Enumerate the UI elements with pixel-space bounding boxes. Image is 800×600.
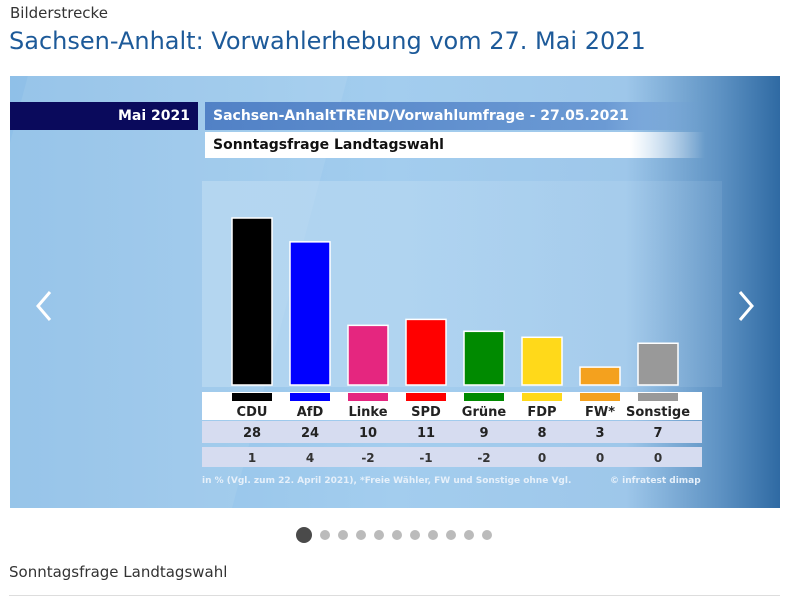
gallery-slide: Mai 2021 Sachsen-AnhaltTREND/Vorwahlumfr… (10, 76, 780, 508)
bar-2 (347, 324, 389, 386)
value-label-4: 9 (479, 426, 488, 441)
bar-4 (463, 330, 505, 386)
slide-caption: Sonntagsfrage Landtagswahl (9, 563, 228, 581)
legend-swatch-5 (522, 393, 562, 401)
bar-chart: CDU 28 1 AfD 24 4 Linke 10 -2 SPD 11 -1 Grüne 9 -2 FDP 8… (202, 217, 702, 467)
value-label-6: 3 (595, 426, 604, 441)
month-label: Mai 2021 (10, 102, 198, 130)
legend-swatch-0 (232, 393, 272, 401)
bar-3 (405, 318, 447, 386)
next-slide-button[interactable] (730, 286, 760, 326)
value-label-7: 7 (653, 426, 662, 441)
category-label-2: Linke (348, 405, 387, 420)
carousel-dot-1[interactable] (296, 527, 312, 543)
carousel-dot-2[interactable] (320, 530, 330, 540)
value-label-3: 11 (417, 426, 435, 441)
chart-footnote: in % (Vgl. zum 22. April 2021), *Freie W… (202, 476, 572, 486)
divider (9, 595, 780, 596)
bar-6 (579, 366, 621, 386)
chart-headline: Sachsen-AnhaltTREND/Vorwahlumfrage - 27.… (205, 102, 705, 130)
change-label-6: 0 (596, 451, 604, 465)
legend-swatch-1 (290, 393, 330, 401)
change-label-0: 1 (248, 451, 256, 465)
legend-swatch-2 (348, 393, 388, 401)
category-label-1: AfD (297, 405, 324, 420)
section-kicker: Bilderstrecke (10, 4, 108, 22)
bar-5 (521, 336, 563, 386)
change-label-5: 0 (538, 451, 546, 465)
category-label-5: FDP (527, 405, 556, 420)
carousel-dot-4[interactable] (356, 530, 366, 540)
change-label-2: -2 (361, 451, 374, 465)
value-label-1: 24 (301, 426, 319, 441)
carousel-dot-3[interactable] (338, 530, 348, 540)
plot-area (202, 181, 722, 387)
chart-title: Sonntagsfrage Landtagswahl (205, 132, 705, 158)
change-row (202, 447, 702, 467)
legend-swatch-6 (580, 393, 620, 401)
carousel-dot-10[interactable] (464, 530, 474, 540)
category-label-6: FW* (585, 405, 615, 420)
bar-0 (231, 217, 273, 386)
chevron-left-icon (36, 291, 52, 321)
category-label-7: Sonstige (626, 405, 690, 420)
carousel-pagination (296, 527, 492, 543)
carousel-dot-8[interactable] (428, 530, 438, 540)
change-label-3: -1 (419, 451, 432, 465)
bar-1 (289, 241, 331, 386)
chart-copyright: © infratest dimap (610, 476, 701, 486)
value-label-2: 10 (359, 426, 377, 441)
chevron-right-icon (738, 291, 754, 321)
carousel-dot-11[interactable] (482, 530, 492, 540)
value-label-5: 8 (537, 426, 546, 441)
bar-7 (637, 342, 679, 386)
category-label-0: CDU (237, 405, 268, 420)
value-row (202, 421, 702, 443)
change-label-7: 0 (654, 451, 662, 465)
carousel-dot-7[interactable] (410, 530, 420, 540)
legend-swatch-3 (406, 393, 446, 401)
value-label-0: 28 (243, 426, 261, 441)
carousel-dot-5[interactable] (374, 530, 384, 540)
carousel-dot-9[interactable] (446, 530, 456, 540)
previous-slide-button[interactable] (30, 286, 60, 326)
change-label-4: -2 (477, 451, 490, 465)
legend-swatch-7 (638, 393, 678, 401)
legend-swatch-4 (464, 393, 504, 401)
page-title: Sachsen-Anhalt: Vorwahlerhebung vom 27. … (9, 27, 646, 55)
category-label-4: Grüne (462, 405, 507, 420)
carousel-dot-6[interactable] (392, 530, 402, 540)
change-label-1: 4 (306, 451, 314, 465)
category-label-3: SPD (411, 405, 441, 420)
